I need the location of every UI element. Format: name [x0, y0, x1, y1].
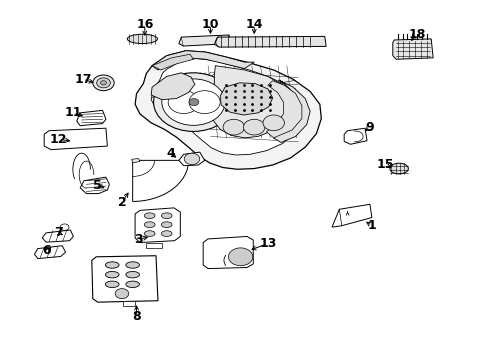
Polygon shape: [135, 208, 180, 243]
Circle shape: [60, 224, 69, 230]
Ellipse shape: [144, 213, 155, 219]
Polygon shape: [179, 152, 204, 166]
Text: 13: 13: [259, 237, 276, 250]
Polygon shape: [273, 80, 309, 143]
Text: 5: 5: [93, 179, 102, 192]
Polygon shape: [42, 230, 73, 242]
FancyArrowPatch shape: [224, 255, 225, 265]
Polygon shape: [131, 158, 140, 163]
Polygon shape: [266, 81, 301, 138]
Text: 16: 16: [136, 18, 153, 31]
Text: 14: 14: [245, 18, 263, 31]
Circle shape: [243, 119, 264, 135]
Ellipse shape: [125, 281, 139, 288]
Text: 10: 10: [202, 18, 219, 31]
Circle shape: [153, 73, 233, 131]
Polygon shape: [220, 83, 272, 115]
Circle shape: [184, 153, 200, 165]
Polygon shape: [152, 54, 193, 70]
Ellipse shape: [161, 213, 172, 219]
Ellipse shape: [161, 231, 172, 237]
Polygon shape: [214, 36, 325, 47]
Ellipse shape: [125, 262, 139, 268]
Polygon shape: [135, 51, 321, 169]
Polygon shape: [151, 59, 303, 155]
Text: 18: 18: [407, 28, 425, 41]
Wedge shape: [132, 160, 188, 202]
Polygon shape: [203, 237, 253, 269]
Circle shape: [228, 248, 252, 266]
Text: 17: 17: [74, 73, 92, 86]
Ellipse shape: [144, 231, 155, 237]
Ellipse shape: [161, 222, 172, 228]
Polygon shape: [34, 246, 65, 258]
Ellipse shape: [127, 34, 157, 44]
Text: 6: 6: [41, 244, 50, 257]
Circle shape: [189, 99, 199, 106]
Ellipse shape: [105, 262, 119, 268]
Text: 11: 11: [64, 106, 82, 120]
Ellipse shape: [105, 271, 119, 278]
Text: 2: 2: [117, 195, 126, 209]
Text: 9: 9: [365, 121, 373, 134]
Ellipse shape: [105, 281, 119, 288]
Text: 1: 1: [367, 219, 375, 232]
Polygon shape: [44, 128, 107, 150]
Circle shape: [168, 91, 199, 113]
Circle shape: [115, 289, 128, 298]
Ellipse shape: [389, 163, 407, 174]
Circle shape: [101, 81, 106, 85]
Polygon shape: [152, 51, 254, 70]
Circle shape: [223, 119, 244, 135]
Polygon shape: [331, 204, 371, 227]
Polygon shape: [146, 243, 162, 248]
Polygon shape: [122, 301, 135, 306]
Ellipse shape: [144, 222, 155, 228]
Polygon shape: [92, 256, 158, 302]
Polygon shape: [151, 73, 195, 100]
Text: 3: 3: [134, 233, 142, 246]
Polygon shape: [77, 111, 106, 126]
Ellipse shape: [125, 271, 139, 278]
Text: 12: 12: [50, 133, 67, 146]
Polygon shape: [210, 66, 292, 138]
Circle shape: [97, 78, 110, 88]
Text: 4: 4: [166, 147, 175, 160]
Polygon shape: [179, 35, 230, 46]
Circle shape: [189, 91, 220, 113]
Polygon shape: [80, 177, 109, 194]
Text: 8: 8: [132, 310, 141, 323]
Polygon shape: [344, 128, 366, 144]
Circle shape: [263, 115, 284, 131]
Circle shape: [162, 79, 224, 125]
Text: 7: 7: [54, 226, 63, 239]
Text: 15: 15: [376, 158, 393, 171]
Circle shape: [93, 75, 114, 91]
Polygon shape: [392, 39, 432, 59]
